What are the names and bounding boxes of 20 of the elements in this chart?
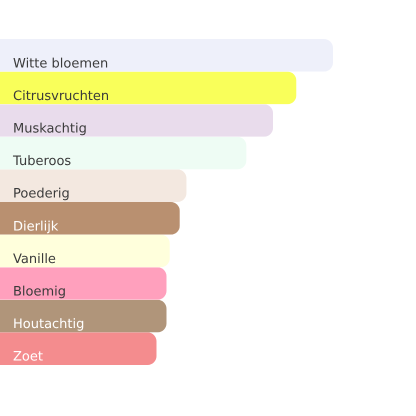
bar: [0, 72, 296, 104]
y-tick-label: Bloemig: [13, 284, 66, 300]
y-tick-label: Muskachtig: [13, 122, 87, 136]
y-tick-label: Vanille: [13, 252, 56, 267]
y-tick-label: Zoet: [13, 350, 43, 365]
bar: [0, 39, 333, 72]
y-tick-label: Houtachtig: [13, 317, 84, 332]
bar: [0, 234, 170, 268]
bar: [0, 136, 246, 170]
y-tick-label: Witte bloemen: [13, 56, 108, 72]
y-tick-label: Citrusvruchten: [13, 88, 110, 104]
bar: [0, 104, 274, 137]
bar: [0, 332, 157, 365]
bar: [0, 267, 166, 300]
y-tick-label: Poederig: [13, 186, 70, 202]
bar: [0, 300, 166, 332]
bar: [0, 169, 186, 202]
y-tick-label: Tuberoos: [12, 154, 72, 170]
bar: [0, 202, 180, 235]
y-tick-label: Dierlijk: [13, 219, 59, 234]
